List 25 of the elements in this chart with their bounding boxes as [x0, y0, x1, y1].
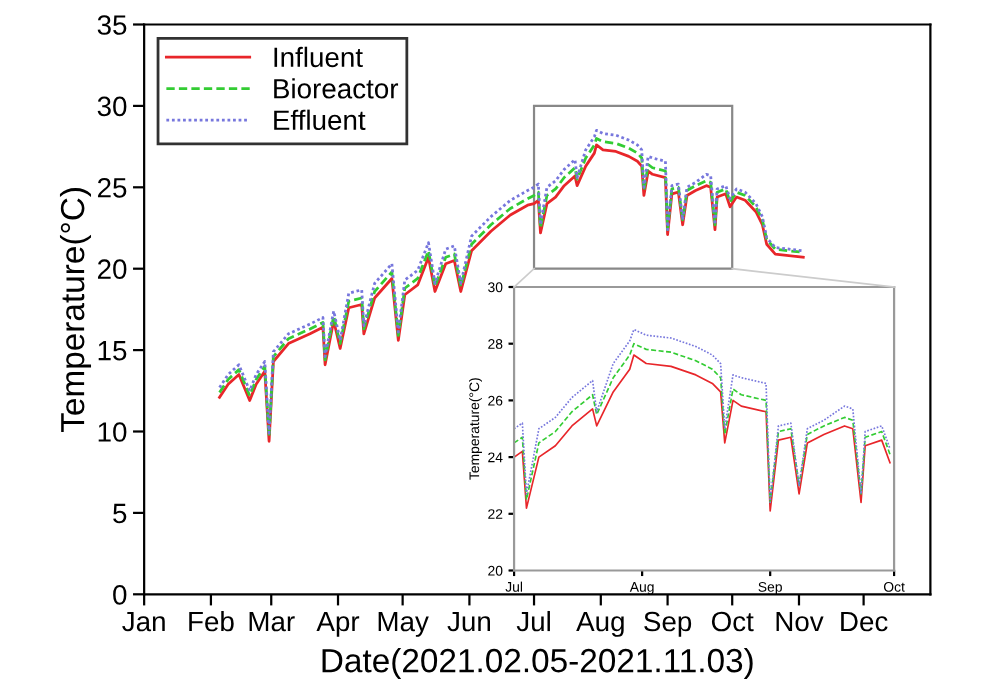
x-tick-label: Apr: [316, 611, 360, 637]
y-axis-title: Temperature(°C): [59, 188, 92, 432]
y-tick-label: 10: [98, 422, 127, 442]
x-tick-label: Sep: [644, 611, 692, 637]
y-tick-label: 15: [98, 341, 127, 361]
x-tick-label: Jan: [122, 611, 165, 632]
x-tick-label: Dec: [841, 611, 888, 632]
y-tick-label: 20: [97, 259, 127, 280]
legend-label: Bioreactor: [274, 78, 399, 99]
legend-label: Effluent: [274, 109, 366, 131]
y-tick-label: 0: [113, 584, 127, 605]
x-tick-label: Mar: [249, 611, 295, 632]
y-tick-label: 35: [97, 15, 127, 35]
x-tick-label: Jun: [447, 611, 490, 632]
x-tick-label: Aug: [576, 611, 624, 637]
x-axis-title: Date(2021.02.05-2021.11.03): [322, 647, 753, 680]
x-tick-label: May: [378, 611, 429, 637]
y-tick-label: 30: [97, 96, 127, 117]
x-tick-label: Feb: [189, 610, 234, 632]
x-tick-label: Oct: [711, 611, 754, 632]
x-tick-label: Nov: [776, 611, 824, 632]
x-tick-label: Jul: [516, 610, 550, 632]
legend-label: Influent: [274, 46, 363, 68]
y-tick-label: 5: [113, 503, 127, 524]
y-tick-label: 25: [97, 177, 127, 198]
